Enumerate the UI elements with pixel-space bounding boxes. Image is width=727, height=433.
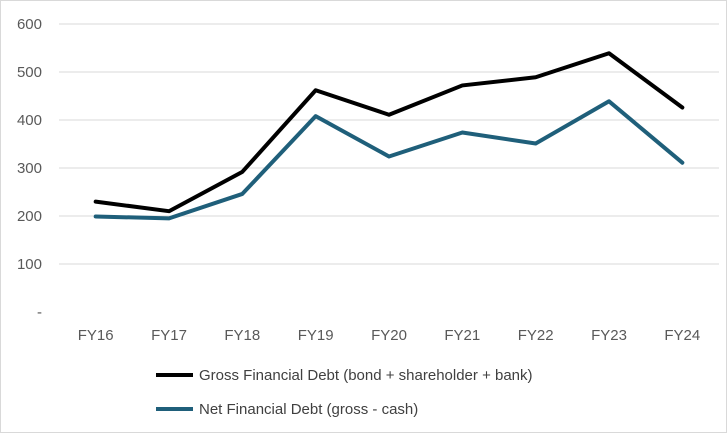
series-line-net-debt — [93, 99, 685, 221]
x-tick-label: FY23 — [591, 327, 627, 344]
x-tick-label: FY16 — [78, 327, 114, 344]
legend: Gross Financial Debt (bond + shareholder… — [156, 367, 533, 418]
series-lines — [93, 51, 685, 221]
legend-label: Gross Financial Debt (bond + shareholder… — [199, 367, 533, 384]
y-axis-ticks: - 100 200 300 400 500 600 — [17, 16, 42, 321]
y-tick-label: 500 — [17, 64, 42, 81]
y-tick-label: 100 — [17, 256, 42, 273]
legend-label: Net Financial Debt (gross - cash) — [199, 401, 418, 418]
y-tick-label: 200 — [17, 208, 42, 225]
x-tick-label: FY19 — [298, 327, 334, 344]
x-tick-label: FY24 — [664, 327, 700, 344]
x-tick-label: FY21 — [444, 327, 480, 344]
series-line-gross-debt — [93, 51, 685, 214]
y-tick-label: - — [37, 304, 42, 321]
x-tick-label: FY22 — [518, 327, 554, 344]
gridlines — [59, 23, 719, 265]
x-tick-label: FY18 — [224, 327, 260, 344]
y-tick-label: 400 — [17, 112, 42, 129]
y-tick-label: 600 — [17, 16, 42, 33]
x-axis-ticks: FY16 FY17 FY18 FY19 FY20 FY21 FY22 FY23 FY24 — [78, 327, 701, 344]
x-tick-label: FY17 — [151, 327, 187, 344]
y-tick-label: 300 — [17, 160, 42, 177]
x-tick-label: FY20 — [371, 327, 407, 344]
